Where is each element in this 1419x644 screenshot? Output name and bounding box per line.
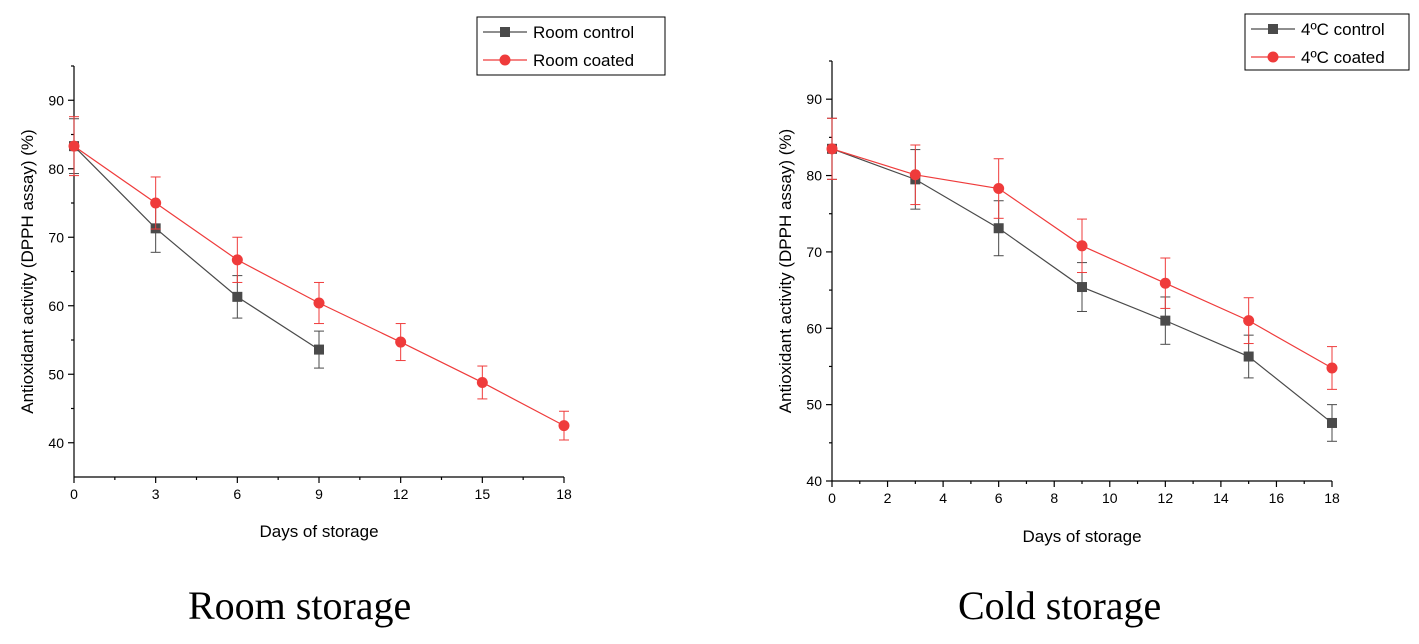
data-point: [909, 169, 921, 181]
series-4-c-coated: [826, 117, 1338, 390]
legend-box: [476, 16, 666, 76]
y-tick-label: 70: [48, 229, 64, 245]
chart-cold-storage: 0 2 4 6 8 10 12 14 16 18 40 50 60 70 80 90 Days of stora…: [776, 13, 1410, 546]
x-tick-label: 14: [1213, 490, 1229, 506]
y-axis-label: Antioxidant activity (DPPH assay) (%): [776, 129, 795, 413]
y-tick-label: 90: [48, 92, 64, 108]
room-storage-caption: Room storage: [188, 583, 412, 628]
y-tick-label: 50: [806, 397, 822, 413]
x-tick-label: 15: [475, 486, 491, 502]
data-point: [231, 254, 243, 266]
series-line: [73, 145, 320, 351]
x-tick-label: 16: [1269, 490, 1285, 506]
legend: 4ºC control 4ºC coated: [1244, 13, 1410, 71]
data-point: [476, 376, 488, 388]
legend-marker: [1268, 24, 1278, 34]
legend-marker: [500, 27, 510, 37]
data-point: [1159, 277, 1171, 289]
data-point: [1326, 362, 1338, 374]
data-point: [993, 183, 1005, 195]
x-tick-label: 4: [939, 490, 947, 506]
data-point: [558, 420, 570, 432]
data-point: [232, 291, 243, 302]
y-tick-label: 80: [48, 161, 64, 177]
x-tick-label: 6: [233, 486, 241, 502]
y-tick-label: 90: [806, 91, 822, 107]
data-point: [150, 197, 162, 209]
legend-item-room-coated: Room coated: [483, 51, 634, 70]
data-point: [395, 336, 407, 348]
x-tick-label: 18: [556, 486, 572, 502]
legend-label: Room coated: [533, 51, 634, 70]
x-tick-label: 0: [828, 490, 836, 506]
y-tick-label: 60: [806, 320, 822, 336]
data-point: [1243, 351, 1254, 362]
y-tick-label: 60: [48, 298, 64, 314]
x-axis-label: Days of storage: [259, 522, 378, 541]
legend-marker: [499, 54, 511, 66]
x-tick-label: 6: [995, 490, 1003, 506]
x-axis-label: Days of storage: [1022, 527, 1141, 546]
x-tick-label: 18: [1324, 490, 1340, 506]
data-point: [1243, 315, 1255, 327]
series-4-c-control: [827, 117, 1337, 442]
data-point: [1160, 315, 1171, 326]
x-tick-label: 10: [1102, 490, 1118, 506]
x-tick-label: 12: [1158, 490, 1174, 506]
x-tick-label: 8: [1050, 490, 1058, 506]
chart-room-storage: 0 3 6 9 12 15 18 40 50 60 70 80 90 Days of storage Ant…: [18, 16, 666, 541]
y-tick-label: 80: [806, 168, 822, 184]
y-tick-label: 50: [48, 366, 64, 382]
x-tick-label: 0: [70, 486, 78, 502]
data-point: [1077, 282, 1087, 293]
legend-label: Room control: [533, 23, 634, 42]
y-tick-label: 70: [806, 244, 822, 260]
y-tick-label: 40: [48, 435, 64, 451]
data-point: [68, 140, 80, 152]
data-point: [1076, 240, 1088, 252]
legend-marker: [1267, 51, 1279, 63]
legend-label: 4ºC coated: [1301, 48, 1385, 67]
data-point: [313, 297, 325, 309]
x-tick-label: 9: [315, 486, 323, 502]
data-point: [1327, 417, 1337, 428]
series-room-coated: [68, 116, 570, 441]
legend-item-room-control: Room control: [483, 23, 634, 42]
x-tick-label: 2: [884, 490, 892, 506]
legend-item-4-c-control: 4ºC control: [1251, 20, 1385, 39]
data-point: [993, 223, 1004, 234]
legend-label: 4ºC control: [1301, 20, 1385, 39]
x-tick-label: 12: [393, 486, 409, 502]
y-tick-label: 40: [806, 473, 822, 489]
y-axis-label: Antioxidant activity (DPPH assay) (%): [18, 129, 37, 413]
cold-storage-caption: Cold storage: [958, 583, 1162, 628]
data-point: [826, 143, 838, 155]
x-tick-label: 3: [152, 486, 160, 502]
series-room-control: [69, 118, 324, 369]
data-point: [314, 344, 324, 355]
legend-item-4-c-coated: 4ºC coated: [1251, 48, 1385, 67]
legend: Room control Room coated: [476, 16, 666, 76]
